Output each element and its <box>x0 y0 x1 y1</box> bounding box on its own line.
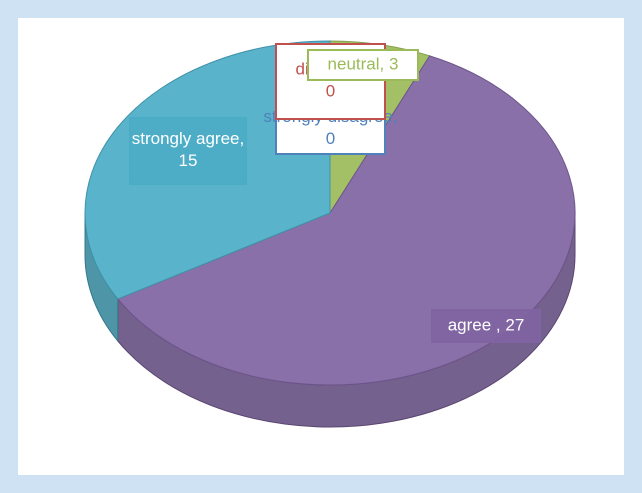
data-label-text: neutral, 3 <box>328 54 399 73</box>
data-label: neutral, 3 <box>307 49 419 81</box>
data-label: strongly agree, 15 <box>129 117 247 185</box>
data-label-box <box>431 309 541 343</box>
data-label-text: agree , 27 <box>448 315 525 334</box>
data-label-text: strongly agree, 15 <box>132 129 244 170</box>
data-label-box <box>307 49 419 81</box>
data-label-box <box>129 117 247 185</box>
data-label: agree , 27 <box>431 309 541 343</box>
